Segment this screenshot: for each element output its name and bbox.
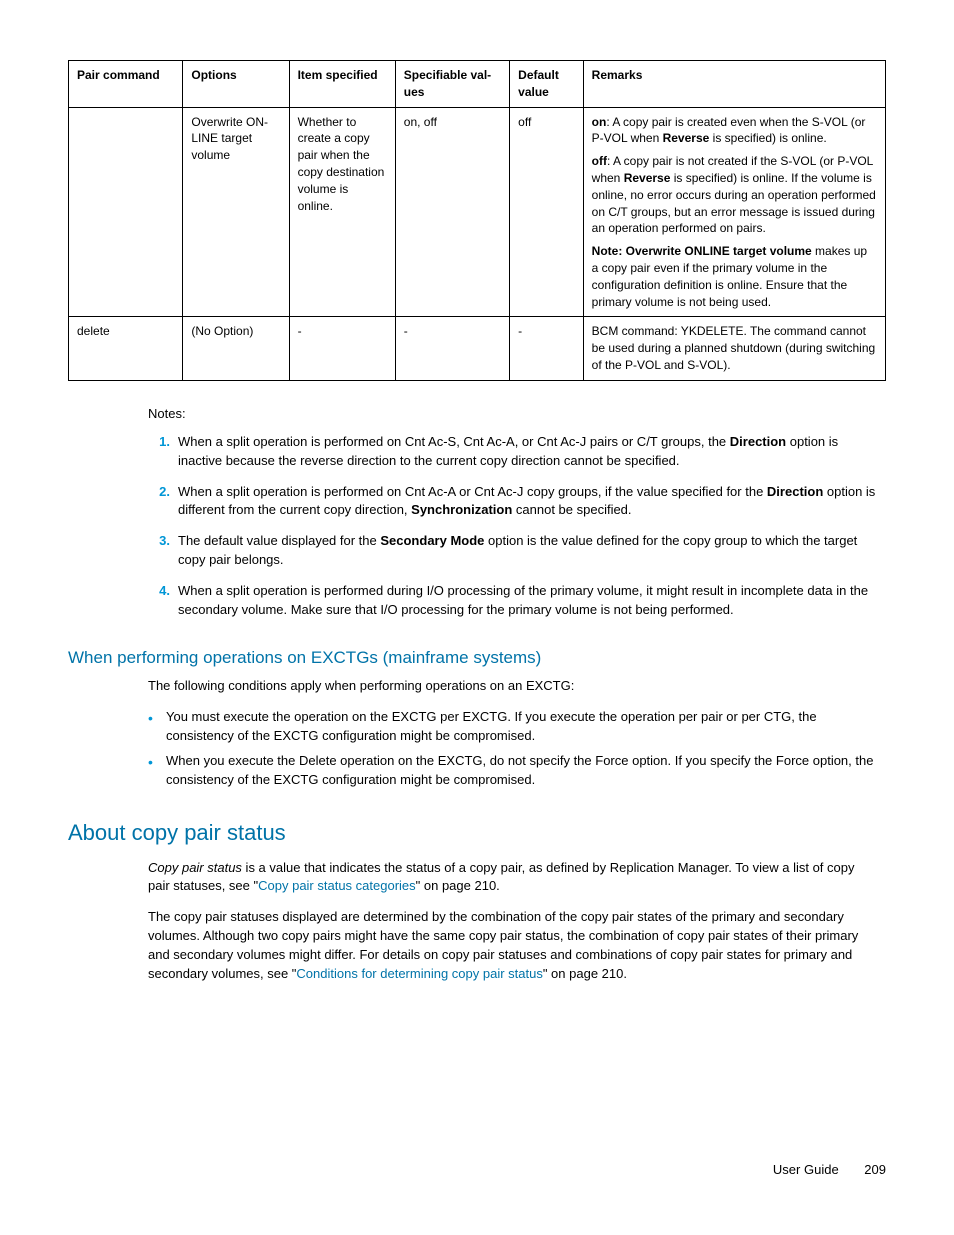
note-number: 4. xyxy=(148,582,170,601)
options-table: Pair command Options Item specified Spec… xyxy=(68,60,886,381)
th-pair-command: Pair command xyxy=(69,61,183,108)
cell-specifiable: - xyxy=(395,317,509,380)
th-item-specified: Item specified xyxy=(289,61,395,108)
heading-exctg: When performing operations on EXCTGs (ma… xyxy=(68,646,886,670)
note-number: 1. xyxy=(148,433,170,452)
th-options: Options xyxy=(183,61,289,108)
cell-default: - xyxy=(510,317,584,380)
exctg-bullets: You must execute the operation on the EX… xyxy=(148,708,876,789)
table-row: Overwrite ON-LINE target volume Whether … xyxy=(69,107,886,317)
italic-term: Copy pair status xyxy=(148,860,242,875)
notes-list: 1. When a split operation is performed o… xyxy=(148,433,876,620)
page-footer: User Guide 209 xyxy=(773,1161,886,1179)
cell-pair-command: delete xyxy=(69,317,183,380)
about-paragraph-2: The copy pair statuses displayed are det… xyxy=(148,908,876,983)
list-item: 2. When a split operation is performed o… xyxy=(148,483,876,521)
page-number: 209 xyxy=(864,1162,886,1177)
cell-pair-command xyxy=(69,107,183,317)
cell-remarks: BCM command: YKDELETE. The command canno… xyxy=(583,317,885,380)
cell-item-specified: Whether to create a copy pair when the c… xyxy=(289,107,395,317)
cell-remarks: on: A copy pair is created even when the… xyxy=(583,107,885,317)
list-item: You must execute the operation on the EX… xyxy=(148,708,876,746)
page-209: Pair command Options Item specified Spec… xyxy=(0,0,954,1235)
about-paragraph-1: Copy pair status is a value that indicat… xyxy=(148,859,876,897)
table-header-row: Pair command Options Item specified Spec… xyxy=(69,61,886,108)
th-default-value: Defaultvalue xyxy=(510,61,584,108)
link-copy-pair-status-categories[interactable]: Copy pair status categories xyxy=(258,878,416,893)
link-conditions-copy-pair-status[interactable]: Conditions for determining copy pair sta… xyxy=(296,966,542,981)
notes-block: Notes: 1. When a split operation is perf… xyxy=(148,405,876,620)
cell-options: Overwrite ON-LINE target volume xyxy=(183,107,289,317)
list-item: 1. When a split operation is performed o… xyxy=(148,433,876,471)
th-remarks: Remarks xyxy=(583,61,885,108)
cell-item-specified: - xyxy=(289,317,395,380)
list-item: 4. When a split operation is performed d… xyxy=(148,582,876,620)
table-row: delete (No Option) - - - BCM command: YK… xyxy=(69,317,886,380)
cell-specifiable: on, off xyxy=(395,107,509,317)
exctg-intro: The following conditions apply when perf… xyxy=(148,677,876,696)
about-body: Copy pair status is a value that indicat… xyxy=(148,859,876,984)
cell-default: off xyxy=(510,107,584,317)
footer-label: User Guide xyxy=(773,1162,839,1177)
cell-options: (No Option) xyxy=(183,317,289,380)
list-item: 3. The default value displayed for the S… xyxy=(148,532,876,570)
note-number: 2. xyxy=(148,483,170,502)
exctg-body: The following conditions apply when perf… xyxy=(148,677,876,789)
list-item: When you execute the Delete operation on… xyxy=(148,752,876,790)
note-number: 3. xyxy=(148,532,170,551)
th-specifiable-values: Specifiable val-ues xyxy=(395,61,509,108)
heading-about-copy-pair-status: About copy pair status xyxy=(68,818,886,849)
notes-label: Notes: xyxy=(148,405,876,423)
